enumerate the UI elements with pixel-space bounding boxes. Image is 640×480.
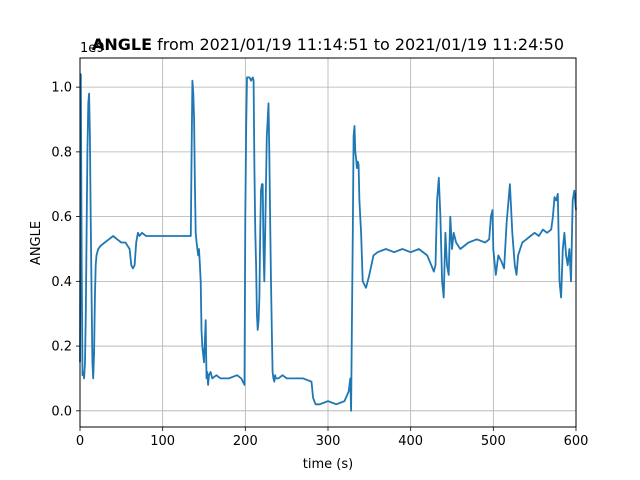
y-tick-label: 0.0 [51, 404, 72, 419]
y-axis-ticks: 0.0 0.2 0.4 0.6 0.8 1.0 [51, 81, 80, 419]
chart-title-bold: ANGLE [92, 35, 152, 54]
chart-title: ANGLE from 2021/01/19 11:14:51 to 2021/0… [92, 35, 564, 54]
x-tick-label: 0 [76, 434, 84, 449]
x-tick-label: 200 [233, 434, 258, 449]
chart-title-rest: from 2021/01/19 11:14:51 to 2021/01/19 1… [152, 35, 564, 54]
series-line-angle [79, 73, 577, 412]
x-axis-ticks: 0 100 200 300 400 500 600 [76, 427, 589, 449]
x-tick-label: 300 [316, 434, 341, 449]
x-tick-label: 600 [564, 434, 589, 449]
y-tick-label: 0.6 [51, 210, 72, 225]
y-tick-label: 1.0 [51, 81, 72, 96]
y-tick-label: 0.2 [51, 340, 72, 355]
x-tick-label: 500 [481, 434, 506, 449]
y-axis-offset-text: 1e9 [80, 41, 105, 56]
x-tick-label: 100 [150, 434, 175, 449]
y-tick-label: 0.8 [51, 145, 72, 160]
y-tick-label: 0.4 [51, 275, 72, 290]
y-axis-label: ANGLE [29, 221, 44, 265]
x-tick-label: 400 [398, 434, 423, 449]
x-axis-label: time (s) [303, 457, 353, 472]
plot-area [79, 73, 577, 412]
